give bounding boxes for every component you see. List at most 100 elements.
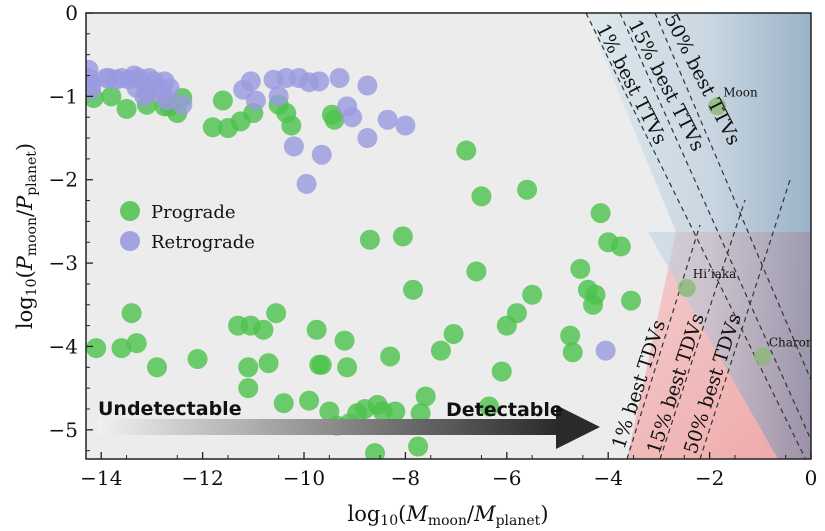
prograde-point [522,284,543,305]
prograde-point [385,401,406,422]
retrograde-point [283,136,304,157]
arrow-label-detectable: Detectable [446,399,563,421]
prograde-point [364,443,385,459]
prograde-point [238,378,259,399]
legend-label-retrograde: Retrograde [151,232,255,253]
arrow-head [556,405,600,449]
retrograde-point [134,86,155,107]
prograde-point [410,403,431,424]
retrograde-point [172,94,193,115]
named-point-label: Charon [769,335,814,349]
y-axis: 0 −1 −2 −3 −4 −5 [49,1,93,452]
y-tick-label: 0 [65,1,78,25]
prograde-point [471,186,492,207]
retrograde-point [309,71,330,92]
retrograde-point [311,144,332,165]
retrograde-point [86,79,102,100]
prograde-point [253,319,274,340]
y-tick-label: −1 [49,84,78,108]
prograde-point [403,279,424,300]
retrograde-point [240,71,261,92]
prograde-point [479,396,500,417]
prograde-point [466,261,487,282]
x-tick-label: −12 [181,466,223,490]
retrograde-point [595,340,616,361]
prograde-point [380,346,401,367]
prograde-point [266,303,287,324]
x-tick-label: −4 [593,466,622,490]
x-tick-label: −8 [391,466,420,490]
prograde-point [258,353,279,374]
prograde-point [116,98,137,119]
y-tick-label: −5 [49,418,78,442]
legend-label-prograde: Prograde [151,202,236,223]
prograde-point [443,323,464,344]
x-axis-label: log10(Mmoon/Mplanet) [347,502,548,529]
named-point-label: Moon [723,85,758,99]
detectability-arrow: Undetectable Detectable [98,398,600,449]
retrograde-point [357,128,378,149]
prograde-point [299,390,320,411]
prograde-point [562,342,583,363]
prograde-point [238,357,259,378]
prograde-point [337,357,358,378]
retrograde-point [296,173,317,194]
prograde-point [146,357,167,378]
prograde-point [311,354,332,375]
prograde-point [324,109,345,130]
named-point-label: Hi’iaka [693,267,737,281]
retrograde-point [329,68,350,89]
prograde-point [306,319,327,340]
x-axis: −14 −12 −10 −8 −6 −4 −2 0 [80,452,817,490]
prograde-point [517,179,538,200]
prograde-point [621,290,642,311]
arrow-shaft [98,419,558,435]
prograde-point [126,333,147,354]
detection-boundaries [585,13,811,459]
named-point-marker [677,279,696,298]
legend-marker-retrograde [120,231,140,251]
prograde-point [281,115,302,136]
retrograde-point [357,75,378,96]
prograde-point [202,117,223,138]
prograde-point [408,436,429,457]
prograde-point [359,229,380,250]
prograde-point [430,340,451,361]
prograde-point [456,140,477,161]
prograde-point [570,258,591,279]
y-axis-label: log10(Pmoon/Pplanet) [13,143,40,329]
x-tick-label: −6 [492,466,521,490]
retrograde-point [268,86,289,107]
prograde-point [212,90,233,111]
retrograde-point [159,78,180,99]
prograde-point [491,361,512,382]
legend-marker-prograde [120,201,140,221]
prograde-point [187,348,208,369]
named-point-marker [708,97,727,116]
prograde-point [86,338,107,359]
y-tick-label: −2 [49,168,78,192]
data-points [86,59,642,459]
retrograde-point [377,109,398,130]
prograde-point [560,325,581,346]
prograde-point [585,284,606,305]
prograde-point [590,203,611,224]
prograde-point [273,393,294,414]
retrograde-point [342,107,363,128]
y-tick-label: −4 [49,334,78,358]
prograde-point [415,386,436,407]
x-tick-label: 0 [805,466,818,490]
prograde-point [506,303,527,324]
prograde-point [101,86,122,107]
legend: Prograde Retrograde [120,201,255,253]
ttv-zone [586,13,811,459]
retrograde-point [395,115,416,136]
prograde-point [392,226,413,247]
prograde-point [121,303,142,324]
x-tick-label: −14 [80,466,122,490]
prograde-point [334,330,355,351]
named-point-marker [753,347,772,366]
retrograde-point [245,90,266,111]
prograde-point [610,236,631,257]
